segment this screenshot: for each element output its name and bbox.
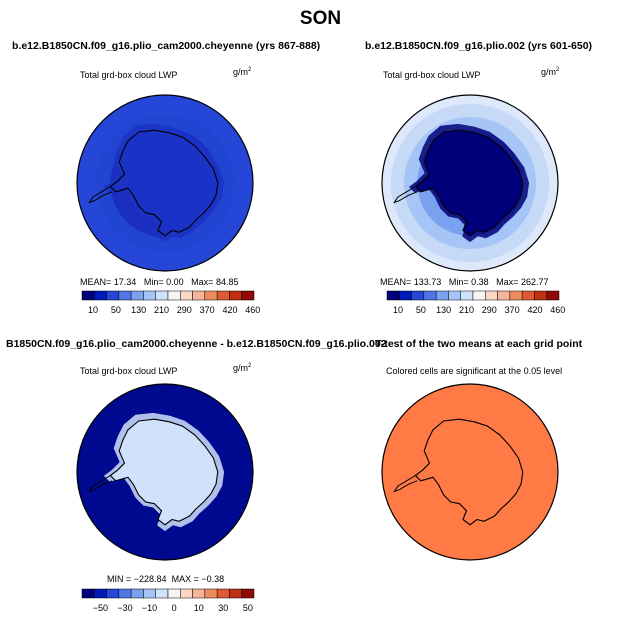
colorbar-swatch [423, 290, 437, 301]
colorbar-swatch [130, 588, 144, 599]
colorbar-tick-label: 10 [393, 305, 403, 315]
panel-1-stats: MEAN= 17.34 Min= 0.00 Max= 84.85 [80, 277, 239, 287]
panel-1-colorbar: 10 50 130 210 290 370 420 460 [81, 290, 260, 315]
colorbar-swatch [241, 290, 255, 301]
colorbar-swatch [143, 588, 156, 599]
antarctic-peninsula [88, 475, 113, 493]
colorbar-swatch [155, 588, 169, 599]
colorbar-swatch [94, 588, 107, 599]
panel-1-variable-label: Total grd-box cloud LWP [80, 70, 178, 80]
colorbar-tick-label: 130 [131, 305, 146, 315]
map-border [381, 383, 559, 561]
colorbar-tick-label: 0 [172, 603, 177, 613]
colorbar-swatch [94, 290, 107, 301]
colorbar-swatch [435, 290, 449, 301]
colorbar-swatch [81, 290, 95, 301]
panel-1-units: g/m2 [233, 67, 252, 77]
colorbar-tick-label: 370 [505, 305, 520, 315]
panel-4-polar-map [381, 383, 559, 561]
colorbar-tick-label: 30 [218, 603, 228, 613]
map-border [76, 94, 254, 272]
colorbar-swatch [204, 290, 218, 301]
colorbar-tick-label: 420 [222, 305, 237, 315]
panel-2-variable-label: Total grd-box cloud LWP [383, 70, 481, 80]
colorbar-swatch [241, 588, 255, 599]
panel-3-stats: MIN = −228.84 MAX = −0.38 [107, 574, 225, 584]
colorbar-tick-label: 290 [177, 305, 192, 315]
colorbar-tick-label: 10 [194, 603, 204, 613]
colorbar-swatch [534, 290, 547, 301]
panel-1-title: b.e12.B1850CN.f09_g16.plio_cam2000.cheye… [12, 40, 321, 52]
colorbar-swatch [81, 588, 95, 599]
panel-2-polar-map [381, 94, 559, 272]
colorbar-swatch [448, 290, 461, 301]
colorbar-swatch [497, 290, 511, 301]
panel-4-title: T-test of the two means at each grid poi… [375, 338, 583, 350]
colorbar-swatch [546, 290, 560, 301]
colorbar-swatch [485, 290, 498, 301]
colorbar-swatch [472, 290, 486, 301]
panel-4-variable-label: Colored cells are significant at the 0.0… [386, 366, 563, 376]
colorbar-tick-label: 460 [245, 305, 260, 315]
colorbar-swatch [399, 290, 412, 301]
panel-3-colorbar: −50 −30 −10 0 10 30 50 [81, 588, 255, 613]
colorbar-swatch [180, 290, 193, 301]
panel-3-units: g/m2 [233, 363, 252, 373]
colorbar-swatch [192, 290, 206, 301]
colorbar-swatch [106, 588, 120, 599]
panel-1-polar-map [76, 94, 254, 272]
colorbar-tick-label: −50 [93, 603, 108, 613]
colorbar-swatch [106, 290, 120, 301]
colorbar-swatch [143, 290, 156, 301]
colorbar-swatch [167, 588, 181, 599]
panel-3-title: B1850CN.f09_g16.plio_cam2000.cheyenne - … [6, 338, 387, 350]
panel-2-colorbar: 10 50 130 210 290 370 420 460 [386, 290, 565, 315]
colorbar-tick-label: 50 [416, 305, 426, 315]
colorbar-swatch [204, 588, 218, 599]
colorbar-tick-label: 130 [436, 305, 451, 315]
colorbar-tick-label: 460 [550, 305, 565, 315]
colorbar-tick-label: −10 [142, 603, 157, 613]
colorbar-tick-label: 10 [88, 305, 98, 315]
colorbar-tick-label: 290 [482, 305, 497, 315]
panel-2-title: b.e12.B1850CN.f09_g16.plio.002 (yrs 601-… [365, 40, 593, 52]
panel-2-stats: MEAN= 133.73 Min= 0.38 Max= 262.77 [380, 277, 549, 287]
colorbar-swatch [216, 588, 230, 599]
colorbar-swatch [509, 290, 523, 301]
colorbar-tick-label: 50 [111, 305, 121, 315]
colorbar-swatch [521, 290, 535, 301]
colorbar-tick-label: 50 [243, 603, 253, 613]
colorbar-swatch [155, 290, 169, 301]
colorbar-swatch [192, 588, 206, 599]
figure-title: SON [299, 8, 342, 29]
colorbar-swatch [229, 290, 242, 301]
colorbar-swatch [216, 290, 230, 301]
colorbar-swatch [118, 588, 132, 599]
antarctic-peninsula [393, 186, 418, 204]
colorbar-swatch [386, 290, 400, 301]
colorbar-swatch [180, 588, 193, 599]
panel-2-units: g/m2 [541, 67, 560, 77]
colorbar-tick-label: −30 [117, 603, 132, 613]
colorbar-tick-label: 210 [459, 305, 474, 315]
colorbar-swatch [118, 290, 132, 301]
colorbar-swatch [167, 290, 181, 301]
colorbar-tick-label: 370 [200, 305, 215, 315]
antarctic-peninsula [88, 186, 113, 204]
colorbar-swatch [460, 290, 474, 301]
colorbar-swatch [130, 290, 144, 301]
colorbar-tick-label: 420 [527, 305, 542, 315]
colorbar-swatch [229, 588, 242, 599]
map-border [76, 383, 254, 561]
map-border [381, 94, 559, 272]
panel-3-variable-label: Total grd-box cloud LWP [80, 366, 178, 376]
antarctic-peninsula [393, 475, 418, 493]
colorbar-swatch [411, 290, 425, 301]
panel-3-polar-map [76, 383, 254, 561]
colorbar-tick-label: 210 [154, 305, 169, 315]
